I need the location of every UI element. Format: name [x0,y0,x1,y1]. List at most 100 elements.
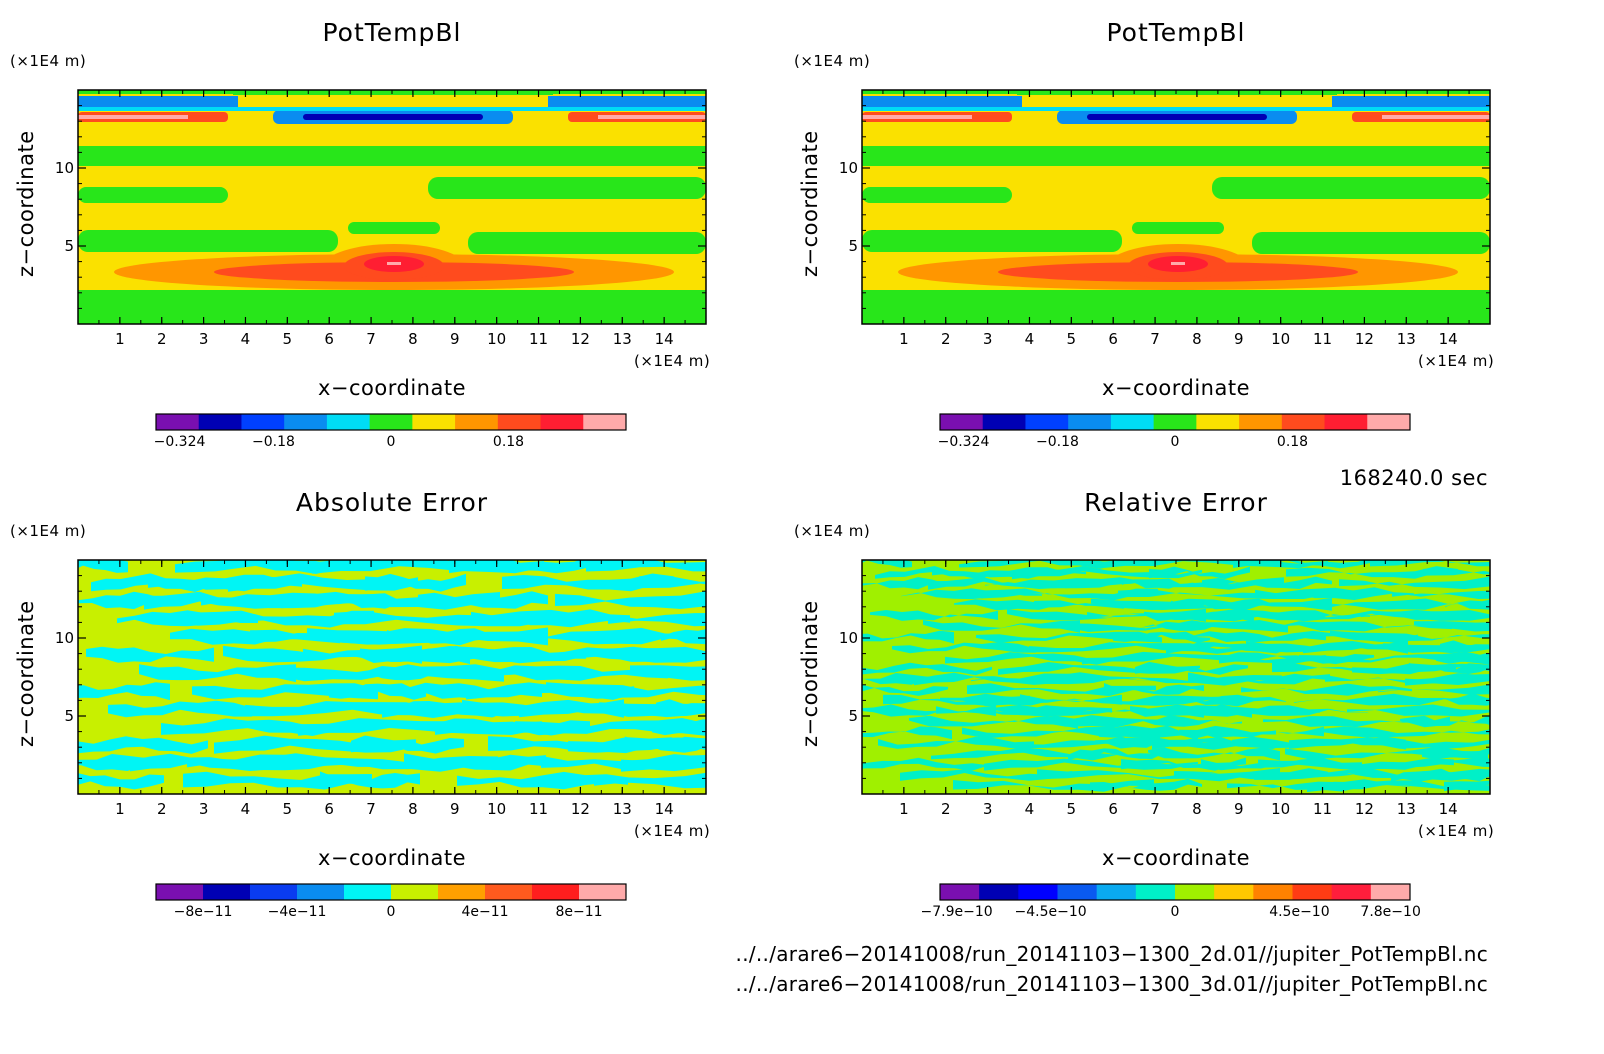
contour-patch [923,620,1080,633]
contour-patch [652,719,706,736]
panel-4 [861,559,1491,901]
file-path-2: ../../arare6−20141008/run_20141103−1300_… [735,972,1488,996]
contour-patch [862,560,912,568]
colorbar-swatch [940,884,980,900]
contour-patch [524,627,706,645]
colorbar-tick-label: −8e−11 [173,904,233,920]
contour-patch [170,628,340,645]
colorbar-tick-label: −4e−11 [267,904,327,920]
contour-patch [661,629,706,645]
contour-patch [862,630,954,644]
contour-patch [1104,683,1204,695]
contour-patch [1263,716,1450,728]
x-tick-label: 9 [450,330,460,348]
contour-pink [78,115,188,119]
x-tick-label: 2 [940,800,951,818]
contour-patch [267,753,498,772]
colorbar-swatch [540,414,584,430]
contour-patch [892,641,1036,654]
contour-patch [993,704,1204,718]
colorbar-swatch [344,884,392,900]
colorbar-swatch [156,414,200,430]
contour-patch [1316,726,1490,738]
contour-patch [981,588,1158,601]
colorbar-swatch [1196,414,1240,430]
contour-dark-blue [303,114,483,120]
x-unit-label: (×1E4 m) [634,822,711,840]
contour-green-band [78,230,338,252]
contour-patch [1171,598,1288,611]
contour-patch [1347,704,1490,717]
contour-patch [1444,780,1490,792]
contour-patch [862,684,948,696]
x-tick-label: 13 [612,800,632,818]
colorbar-swatch [412,414,456,430]
contour-patch [493,665,668,681]
colorbar-swatch [1110,414,1155,430]
colorbar-swatch [1175,884,1215,900]
contour-patch [365,573,466,592]
contour-patch [862,662,992,676]
colorbar-tick-label: 0.18 [1276,434,1309,450]
contour-patch [1258,758,1454,770]
x-tick-label: 7 [366,800,376,818]
colorbar-swatch [1253,884,1293,900]
contour-patch [630,665,706,681]
x-tick-label: 1 [115,800,125,818]
contour-patch [1202,576,1332,589]
colorbar-swatch [1096,884,1137,900]
contour-patch [449,560,592,574]
colorbar [155,883,627,901]
x-tick-label: 5 [282,800,293,818]
contour-patch [1445,599,1490,610]
contour-patch [1409,662,1490,675]
contour-patch [1431,693,1490,706]
contour-green-band [468,232,706,254]
contour-field [862,560,1490,794]
x-axis-label: x−coordinate [1101,376,1251,400]
contour-patch [862,577,960,590]
contour-patch [502,573,674,592]
chart-title: PotTempBl [1106,18,1246,47]
contour-patch [360,645,470,665]
colorbar-tick-label: 7.8e−10 [1360,904,1421,920]
colorbar-swatch [1135,884,1176,900]
contour-patch [945,652,1118,665]
colorbar-swatch [982,414,1026,430]
colorbar-frame [155,413,627,431]
x-tick-label: 3 [198,330,209,348]
colorbar-tick-label: 0 [1170,904,1180,920]
y-axis-label: z−coordinate [14,130,38,277]
x-tick-label: 10 [487,330,507,348]
contour-patch [404,753,546,771]
contour-patch [901,588,1042,600]
x-tick-label: 8 [408,330,418,348]
x-tick-label: 2 [156,330,167,348]
x-tick-label: 6 [324,330,334,348]
contour-patch [1201,757,1362,771]
x-tick-label: 2 [156,800,167,818]
contour-patch [1015,737,1242,750]
x-tick-label: 14 [1438,800,1458,818]
contour-patch [1286,566,1458,579]
contour-patch [1325,673,1490,685]
contour-patch [1149,566,1250,580]
colorbar-tick-label: −7.9e−10 [920,904,993,920]
x-unit-label: (×1E4 m) [1418,352,1495,370]
x-tick-label: 1 [899,330,909,348]
contour-patch [909,715,1078,729]
x-axis-label: x−coordinate [1101,846,1251,870]
contour-patch [1152,737,1290,750]
time-label: 168240.0 sec [1339,466,1488,490]
contour-patch [466,682,634,700]
contour-patch [1436,653,1490,664]
colorbar-swatch [1068,414,1112,430]
x-tick-label: 8 [408,800,418,818]
file-path-1: ../../arare6−20141008/run_20141103−1300_… [735,942,1488,966]
contour-patch [276,664,504,682]
y-tick-label: 5 [848,237,858,255]
colorbar-swatch [326,414,371,430]
contour-green-band [1212,177,1490,199]
contour-dark-blue [1087,114,1267,120]
